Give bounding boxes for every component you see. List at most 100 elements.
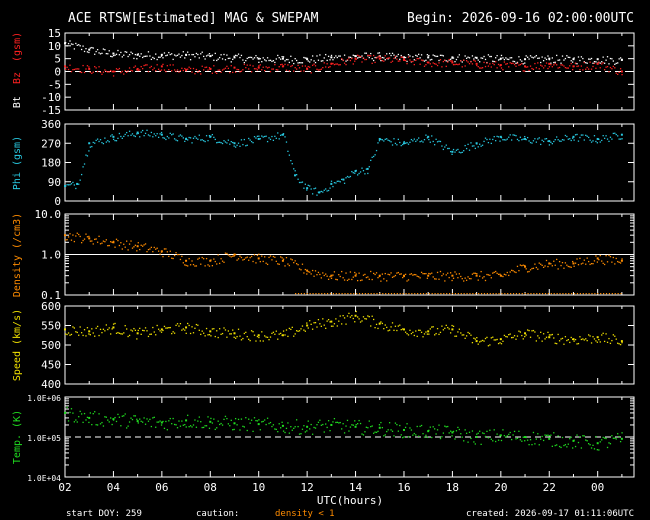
density-density-trace-point <box>368 278 370 280</box>
temp-temp-trace-point <box>95 424 97 426</box>
mag-bz-trace-point <box>171 70 173 72</box>
mag-bt-trace-point <box>532 57 535 59</box>
density-density-trace-point <box>127 249 129 251</box>
temp-temp-trace-point <box>300 433 302 435</box>
temp-temp-trace-point <box>136 418 138 420</box>
temp-temp-trace-point <box>441 436 443 438</box>
mag-bt-trace-point <box>599 62 601 64</box>
temp-temp-trace-point <box>513 430 516 433</box>
speed-speed-trace-point <box>242 337 244 340</box>
phi-phi-trace-point <box>599 141 601 143</box>
mag-bz-trace-point <box>133 66 135 69</box>
mag-bt-trace-point <box>157 56 160 58</box>
x-tick-label: 06 <box>155 481 168 494</box>
phi-phi-trace-point <box>329 187 331 189</box>
mag-bz-trace-point <box>210 68 212 70</box>
temp-temp-trace-point <box>156 421 158 423</box>
phi-phi-trace-point <box>179 134 182 136</box>
temp-temp-trace-point <box>579 436 581 438</box>
mag-bz-trace-point <box>152 69 154 71</box>
density-density-trace-point <box>499 273 501 275</box>
density-density-trace-point <box>349 271 352 273</box>
phi-phi-trace-point <box>378 140 381 142</box>
mag-bz-trace-point <box>429 63 431 65</box>
speed-speed-trace-point <box>309 320 311 322</box>
density-density-trace-point <box>128 243 131 245</box>
speed-speed-trace-point <box>394 325 397 327</box>
temp-temp-trace-point <box>323 431 325 433</box>
density-density-trace-point <box>449 272 452 274</box>
density-density-trace-point <box>121 248 123 250</box>
mag-bt-trace-point <box>390 54 392 57</box>
density-density-trace-point <box>172 257 174 260</box>
phi-phi-trace-point <box>592 140 594 142</box>
speed-speed-trace-point <box>233 336 235 338</box>
speed-speed-trace-point <box>227 330 230 332</box>
temp-temp-trace-point <box>545 434 548 436</box>
mag-bt-trace-point <box>496 55 498 57</box>
mag-bt-point <box>524 58 527 61</box>
speed-speed-trace-point <box>261 331 263 333</box>
mag-bt-trace-point <box>166 54 168 56</box>
mag-bz-trace-point <box>579 69 581 71</box>
temp-temp-trace-point <box>203 426 205 429</box>
mag-bz-trace-point <box>510 62 513 65</box>
phi-phi-trace-point <box>445 144 447 146</box>
speed-speed-trace-point <box>428 333 430 335</box>
phi-phi-trace-point <box>229 143 231 145</box>
temp-temp-trace-point <box>481 432 484 434</box>
caution-marker <box>582 293 584 295</box>
speed-speed-trace-point <box>114 322 116 325</box>
caution-marker <box>507 293 509 295</box>
temp-temp-trace-point <box>79 410 81 413</box>
density-density-trace-point <box>162 255 164 258</box>
phi-phi-trace-point <box>176 140 179 142</box>
phi-phi-trace-point <box>141 129 144 132</box>
density-density-trace-point <box>493 271 495 274</box>
density-density-trace-point <box>418 276 420 278</box>
phi-phi-trace-point <box>291 163 293 165</box>
temp-temp-trace-point <box>445 426 447 428</box>
speed-speed-trace-point <box>455 335 458 337</box>
phi-phi-trace-point <box>386 138 388 140</box>
mag-bz-trace-point <box>416 57 418 60</box>
mag-bz-trace-point <box>333 63 336 66</box>
mag-bz-trace-point <box>368 54 370 57</box>
caution-marker <box>536 293 538 295</box>
density-density-trace-point <box>537 268 539 270</box>
caution-marker <box>411 293 413 295</box>
density-density-trace-point <box>479 275 481 277</box>
mag-bt-trace-point <box>492 60 494 62</box>
phi-phi-trace-point <box>265 135 267 137</box>
mag-bz-trace-point <box>313 63 315 65</box>
temp-temp-point <box>427 430 430 433</box>
bz-label: Bz <box>12 72 23 84</box>
speed-speed-trace-point <box>310 323 312 325</box>
mag-bz-trace-point <box>200 73 202 75</box>
mag-bt-trace-point <box>426 54 429 56</box>
phi-phi-trace-point <box>301 181 304 183</box>
caution-marker <box>585 293 587 295</box>
mag-bz-trace-point <box>407 56 410 58</box>
speed-speed-trace-point <box>108 327 110 329</box>
mag-bz-trace-point <box>114 70 116 73</box>
mag-bt-trace-point <box>577 56 580 58</box>
mag-bt-trace-point <box>162 57 164 59</box>
phi-phi-trace-point <box>505 139 507 141</box>
speed-speed-trace-point <box>258 336 260 339</box>
speed-speed-trace-point <box>323 324 325 326</box>
caution-marker <box>446 293 448 295</box>
speed-speed-trace-point <box>505 335 507 338</box>
density-density-trace-point <box>220 258 222 260</box>
phi-phi-trace-point <box>234 146 237 148</box>
density-density-trace-point <box>407 279 410 281</box>
speed-speed-trace-point <box>229 333 231 335</box>
temp-temp-trace-point <box>117 413 119 416</box>
temp-temp-trace-point <box>528 444 530 446</box>
phi-phi-trace-point <box>361 167 363 169</box>
mag-bz-trace-point <box>234 71 237 73</box>
mag-bz-trace-point <box>617 73 619 75</box>
density-density-trace-point <box>540 263 542 265</box>
caution-marker <box>419 293 422 295</box>
mag-bz-point <box>136 67 139 70</box>
